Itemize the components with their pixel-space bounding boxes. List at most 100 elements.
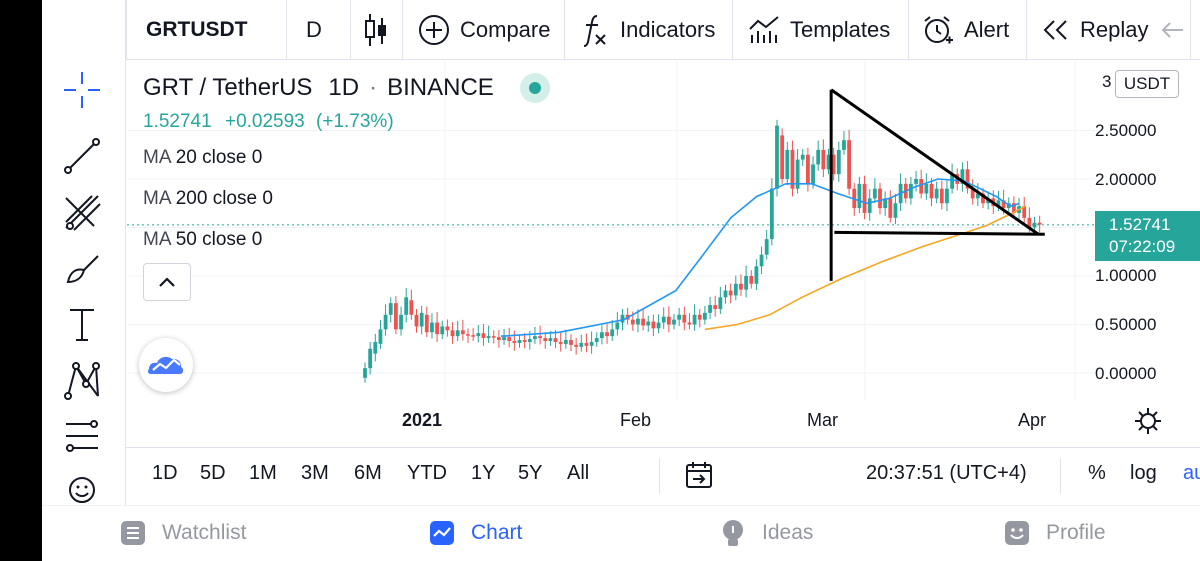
candle-body (383, 314, 388, 330)
percent-scale-toggle[interactable]: % (1088, 462, 1106, 484)
candle-body (677, 314, 682, 320)
toolbar-divider (126, 0, 127, 60)
range-1d[interactable]: 1D (152, 462, 178, 484)
candle-body (419, 312, 424, 327)
crosshair-tool[interactable] (56, 68, 108, 112)
candle-body (553, 338, 558, 342)
range-1y[interactable]: 1Y (471, 462, 496, 484)
price-chart[interactable] (127, 61, 1095, 401)
candle-body (780, 135, 785, 179)
nav-watchlist[interactable]: Watchlist (120, 518, 246, 548)
drawn-trendlines (829, 88, 1045, 281)
candle-body (939, 188, 944, 204)
toolbar-divider (908, 0, 909, 60)
tradingview-cloud-icon (147, 356, 184, 374)
calendar-goto-icon (686, 462, 712, 488)
alert-label: Alert (964, 17, 1010, 42)
candle-body (934, 188, 939, 199)
candle-body (455, 330, 460, 337)
ma-legend-3[interactable]: MA 50 close 0 (143, 229, 262, 251)
ma-params: 200 close 0 (175, 188, 273, 209)
log-scale-toggle[interactable]: log (1130, 462, 1157, 484)
candle-body (970, 188, 975, 199)
candle-body (481, 333, 486, 339)
goto-date-button[interactable] (684, 460, 714, 495)
toolbar-divider (564, 0, 565, 60)
currency-button[interactable]: USDT (1115, 70, 1179, 98)
text-tool[interactable] (56, 302, 108, 346)
last-price-label: 1.52741 (1109, 215, 1171, 234)
range-5y[interactable]: 5Y (518, 462, 543, 484)
candle-body (867, 198, 872, 213)
fib-tool[interactable] (56, 414, 108, 458)
nav-profile[interactable]: Profile (1004, 518, 1106, 548)
alarm-clock-icon (924, 16, 953, 44)
candle-body (517, 340, 522, 343)
brush-tool[interactable] (56, 246, 108, 290)
candle-body (491, 336, 496, 338)
candle-body (842, 140, 846, 150)
text-icon (70, 309, 94, 341)
symbol-search-button[interactable]: GRTUSDT (146, 18, 248, 41)
pitchfork-tool[interactable] (56, 190, 108, 234)
ma-legend-2[interactable]: MA 200 close 0 (143, 188, 273, 210)
templates-icon (749, 16, 779, 43)
tradingview-logo-button[interactable] (139, 338, 193, 392)
candle-body (600, 332, 604, 339)
candle-body (754, 266, 759, 284)
chart-settings-icon[interactable] (1133, 406, 1163, 436)
legend-title-row: GRT / TetherUS 1D · BINANCE (143, 73, 550, 103)
ma20-line (501, 178, 1020, 337)
candle-body (703, 312, 707, 320)
ma-params: 50 close 0 (175, 229, 263, 250)
candle-body (996, 200, 1001, 207)
range-5d[interactable]: 5D (200, 462, 226, 484)
candle-body (512, 340, 517, 343)
toolbar-divider (1190, 0, 1191, 60)
nav-ideas[interactable]: Ideas (720, 518, 813, 548)
candle-body (806, 154, 810, 184)
legend-collapse-button[interactable] (143, 263, 191, 301)
candle-body (1027, 217, 1032, 228)
candle-body (646, 321, 651, 326)
range-ytd[interactable]: YTD (407, 462, 447, 484)
auto-scale-toggle[interactable]: auto (1183, 462, 1200, 484)
exchange-clock[interactable]: 20:37:51 (UTC+4) (866, 462, 1027, 484)
xabcd-pattern-icon (64, 362, 100, 400)
undo-button[interactable] (1160, 0, 1184, 60)
candle-body (950, 174, 954, 189)
candle-body (533, 336, 537, 340)
range-6m[interactable]: 6M (354, 462, 382, 484)
replay-button[interactable]: Replay (1042, 0, 1148, 60)
trendline-tool[interactable] (56, 134, 108, 178)
emoji-tool[interactable] (56, 468, 108, 512)
range-all[interactable]: All (567, 462, 590, 484)
candle-body (692, 314, 697, 325)
brush-icon (66, 255, 99, 284)
indicators-button[interactable]: Indicators (582, 0, 715, 60)
candle-body (975, 193, 980, 199)
candle-body (373, 341, 378, 354)
alert-button[interactable]: Alert (922, 0, 1009, 60)
compare-button[interactable]: Compare (418, 0, 550, 60)
interval-button[interactable]: D (306, 17, 322, 42)
nav-chart[interactable]: Chart (429, 518, 522, 548)
templates-button[interactable]: Templates (748, 0, 890, 60)
candle-body (749, 276, 754, 284)
candle-body (862, 183, 867, 213)
ma-legend-1[interactable]: MA 20 close 0 (143, 147, 262, 169)
candle-body (914, 179, 918, 184)
candle-body (522, 340, 527, 342)
pattern-tool[interactable] (56, 358, 108, 402)
candle-body (471, 335, 476, 337)
range-1m[interactable]: 1M (249, 462, 277, 484)
candle-body (821, 149, 826, 170)
candle-body (594, 338, 599, 342)
market-status-indicator[interactable] (519, 73, 550, 103)
range-3m[interactable]: 3M (301, 462, 329, 484)
candle-body (739, 283, 743, 290)
time-tick: Apr (1018, 410, 1047, 430)
candle-body (569, 340, 573, 345)
ma-params: 20 close 0 (175, 147, 263, 168)
chart-type-button[interactable] (364, 0, 388, 60)
